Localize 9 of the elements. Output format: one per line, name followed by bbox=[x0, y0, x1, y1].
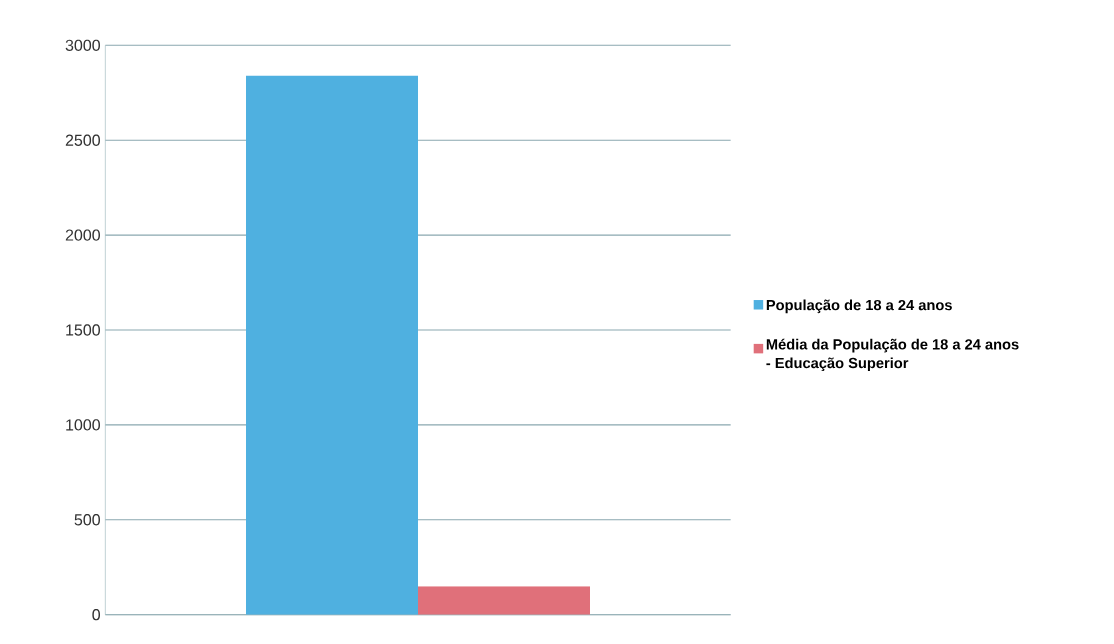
y-tick-label: 3000 bbox=[65, 39, 100, 51]
legend-label: Média da População de 18 a 24 anos - Educação Superior bbox=[766, 338, 1019, 372]
y-tick-label: 2500 bbox=[65, 134, 100, 146]
y-tick-label: 0 bbox=[92, 609, 101, 621]
y-tick-label: 500 bbox=[74, 514, 100, 526]
y-tick-label: 1500 bbox=[66, 324, 100, 336]
y-tick-label: 1000 bbox=[66, 419, 100, 431]
legend-label: População de 18 a 24 anos bbox=[766, 299, 952, 314]
y-tick-label: 2000 bbox=[65, 229, 100, 241]
